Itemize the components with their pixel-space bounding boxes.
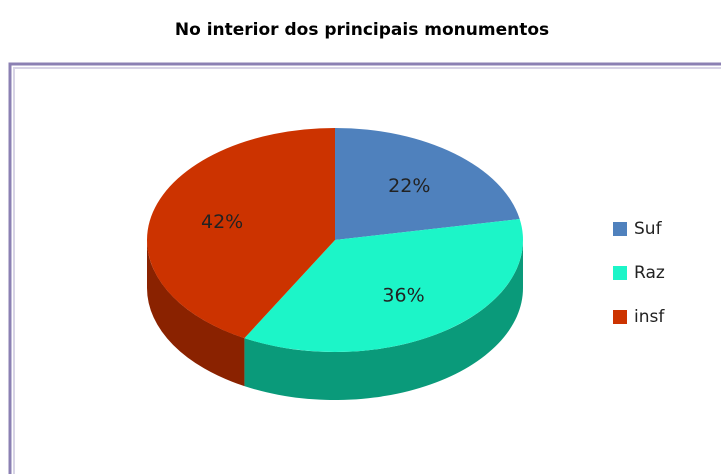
legend-label: Raz bbox=[634, 263, 665, 283]
legend-label: insf bbox=[634, 307, 665, 327]
frame-inner bbox=[13, 67, 721, 474]
legend-swatch bbox=[613, 222, 627, 236]
legend-swatch bbox=[613, 310, 627, 324]
slice bbox=[335, 128, 520, 240]
value-label: 22% bbox=[388, 175, 430, 197]
slice-side bbox=[147, 240, 245, 387]
value-label: 42% bbox=[201, 211, 243, 233]
legend-label: Suf bbox=[634, 219, 663, 239]
slice bbox=[146, 128, 335, 339]
slice-side bbox=[244, 240, 524, 400]
value-label: 36% bbox=[382, 285, 424, 307]
legend-swatch bbox=[613, 266, 627, 280]
slice bbox=[244, 219, 523, 352]
chart-title: No interior dos principais monumentos bbox=[175, 20, 549, 40]
